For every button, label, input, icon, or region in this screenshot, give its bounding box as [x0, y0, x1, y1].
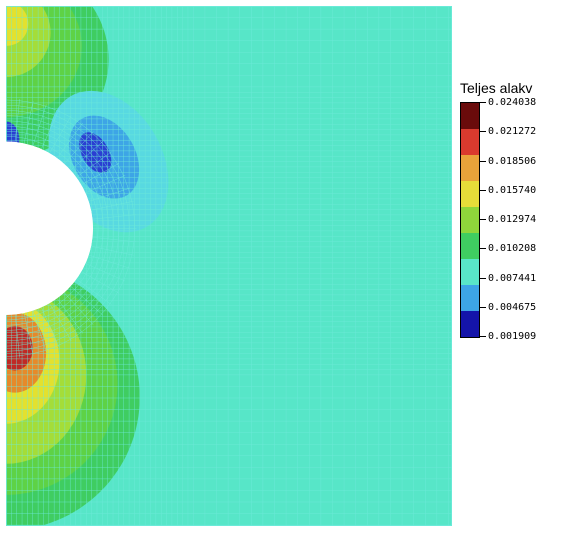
- color-legend: Teljes alakv 0.024038 0.021272 0.018506 0.0…: [460, 80, 572, 338]
- legend-label: 0.018506: [488, 156, 536, 167]
- legend-label: 0.021272: [488, 126, 536, 137]
- legend-swatch: [461, 207, 479, 233]
- contour-plot: [6, 6, 452, 526]
- legend-title: Teljes alakv: [460, 80, 572, 96]
- legend-label: 0.001909: [488, 331, 536, 342]
- figure-container: Teljes alakv 0.024038 0.021272 0.018506 0.0…: [0, 0, 575, 538]
- legend-tick: [480, 161, 486, 162]
- legend-tick: [480, 219, 486, 220]
- legend-colorbar: [460, 102, 480, 338]
- legend-swatch: [461, 129, 479, 155]
- legend-label: 0.012974: [488, 214, 536, 225]
- legend-label: 0.007441: [488, 273, 536, 284]
- legend-swatch: [461, 103, 479, 129]
- legend-tick: [480, 307, 486, 308]
- legend-swatch: [461, 233, 479, 259]
- legend-swatch: [461, 259, 479, 285]
- plot-svg: [6, 6, 452, 526]
- legend-swatch: [461, 155, 479, 181]
- legend-label: 0.010208: [488, 243, 536, 254]
- legend-tick: [480, 248, 486, 249]
- legend-swatch: [461, 181, 479, 207]
- legend-tick: [480, 102, 486, 103]
- legend-tick: [480, 190, 486, 191]
- legend-tick: [480, 278, 486, 279]
- legend-label: 0.024038: [488, 97, 536, 108]
- legend-label: 0.004675: [488, 302, 536, 313]
- legend-tick: [480, 131, 486, 132]
- legend-label: 0.015740: [488, 185, 536, 196]
- legend-tick: [480, 336, 486, 337]
- legend-swatch: [461, 285, 479, 311]
- legend-swatch: [461, 311, 479, 337]
